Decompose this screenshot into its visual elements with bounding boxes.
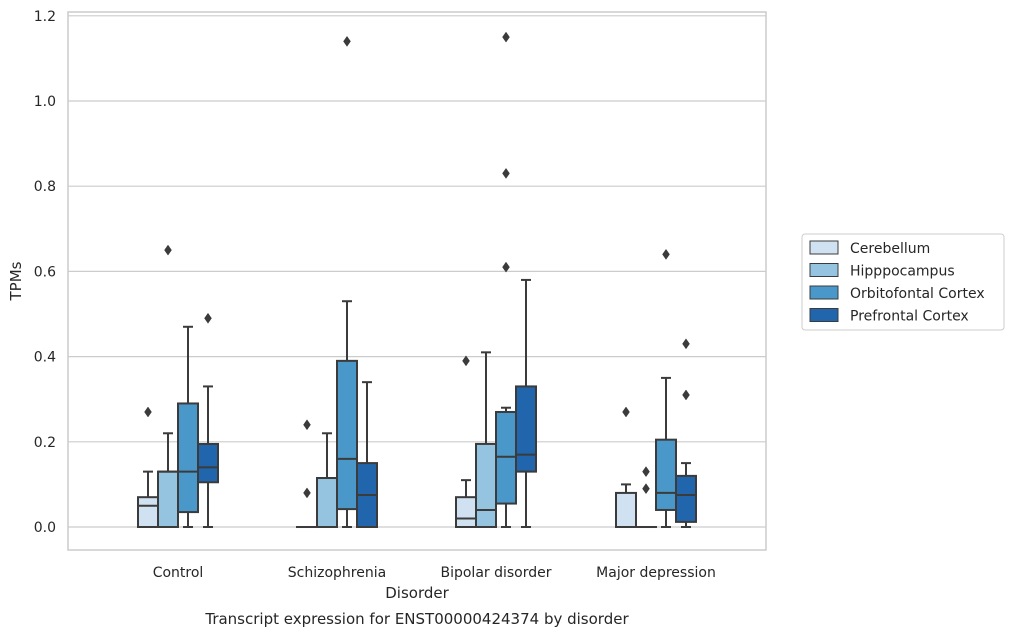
box-body (615, 491, 637, 529)
box-orbitofontal-cortex (655, 248, 677, 528)
outlier-point (642, 483, 650, 495)
x-tick-labels: Control Schizophrenia Bipolar disorder Majo… (153, 565, 716, 581)
legend-label: Orbitofontal Cortex (850, 286, 985, 302)
legend-swatch (809, 240, 839, 255)
box-prefrontal-cortex (197, 312, 219, 528)
x-tick-label: Bipolar disorder (440, 565, 551, 581)
box-body (655, 438, 677, 511)
box-cerebellum (615, 406, 637, 529)
outlier-point (502, 167, 510, 179)
legend-label: Prefrontal Cortex (850, 309, 969, 325)
y-tick-label: 0.4 (34, 350, 56, 366)
outlier-point (204, 312, 212, 324)
box-prefrontal-cortex (675, 338, 697, 528)
outlier-point (303, 419, 311, 431)
box-cerebellum (137, 406, 159, 528)
box-cerebellum (296, 419, 318, 529)
chart-caption: Transcript expression for ENST0000042437… (204, 610, 629, 628)
legend-swatch (809, 263, 839, 277)
box-body (455, 496, 477, 528)
outlier-point (462, 355, 470, 367)
outlier-point (682, 389, 690, 401)
box-body (157, 470, 179, 528)
x-tick-label: Major depression (596, 565, 716, 581)
box-body (475, 442, 497, 528)
legend-frame (801, 233, 1005, 331)
plot-frame (67, 11, 767, 551)
legend-label: Hipppocampus (850, 264, 955, 280)
legend: Cerebellum Hipppocampus Orbitofontal Corte… (801, 233, 1005, 331)
box-hipppocampus (475, 351, 497, 528)
box-body (495, 410, 517, 505)
box-body (137, 496, 159, 528)
legend-label: Cerebellum (850, 241, 930, 257)
box-orbitofontal-cortex (336, 35, 358, 528)
box-body (675, 474, 697, 523)
outlier-point (642, 466, 650, 478)
outlier-point (343, 35, 351, 47)
y-tick-label: 0.6 (34, 264, 56, 280)
box-body (197, 442, 219, 484)
box-hipppocampus (157, 244, 179, 528)
box-body (177, 402, 199, 514)
outlier-point (144, 406, 152, 418)
boxes (137, 31, 697, 529)
outlier-point (622, 406, 630, 418)
outlier-point (502, 31, 510, 43)
outlier-point (662, 248, 670, 260)
y-tick-label: 0.0 (34, 520, 56, 536)
outlier-point (303, 487, 311, 499)
outlier-point (164, 244, 172, 256)
y-tick-label: 1.0 (34, 94, 56, 110)
y-tick-labels: 0.0 0.2 0.4 0.6 0.8 1.0 1.2 (34, 9, 56, 536)
box-prefrontal-cortex (356, 381, 378, 529)
legend-swatch (809, 285, 839, 300)
box-body (515, 385, 537, 473)
box-body (336, 359, 358, 511)
y-tick-label: 0.8 (34, 179, 56, 195)
x-axis-title: Disorder (385, 584, 449, 602)
x-tick-label: Control (153, 565, 204, 581)
y-tick-label: 0.2 (34, 435, 56, 451)
x-tick-label: Schizophrenia (288, 565, 386, 581)
y-tick-label: 1.2 (34, 9, 56, 25)
outlier-point (682, 338, 690, 350)
y-axis-title: TPMs (7, 261, 25, 301)
box-hipppocampus (635, 466, 657, 529)
outlier-point (502, 261, 510, 273)
box-prefrontal-cortex (515, 278, 537, 528)
box-body (316, 477, 338, 529)
legend-swatch (809, 308, 839, 322)
